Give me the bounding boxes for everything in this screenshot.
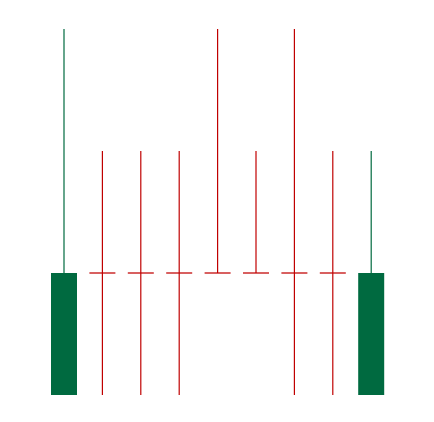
candle: [166, 151, 193, 395]
candle: [319, 151, 346, 395]
candle: [281, 29, 308, 395]
candle: [89, 151, 116, 395]
candle-body: [51, 273, 77, 395]
candle: [243, 151, 269, 274]
candle: [358, 151, 385, 395]
candle: [204, 29, 231, 274]
candle: [51, 29, 77, 395]
candle: [127, 151, 154, 395]
candle-body: [358, 273, 385, 395]
